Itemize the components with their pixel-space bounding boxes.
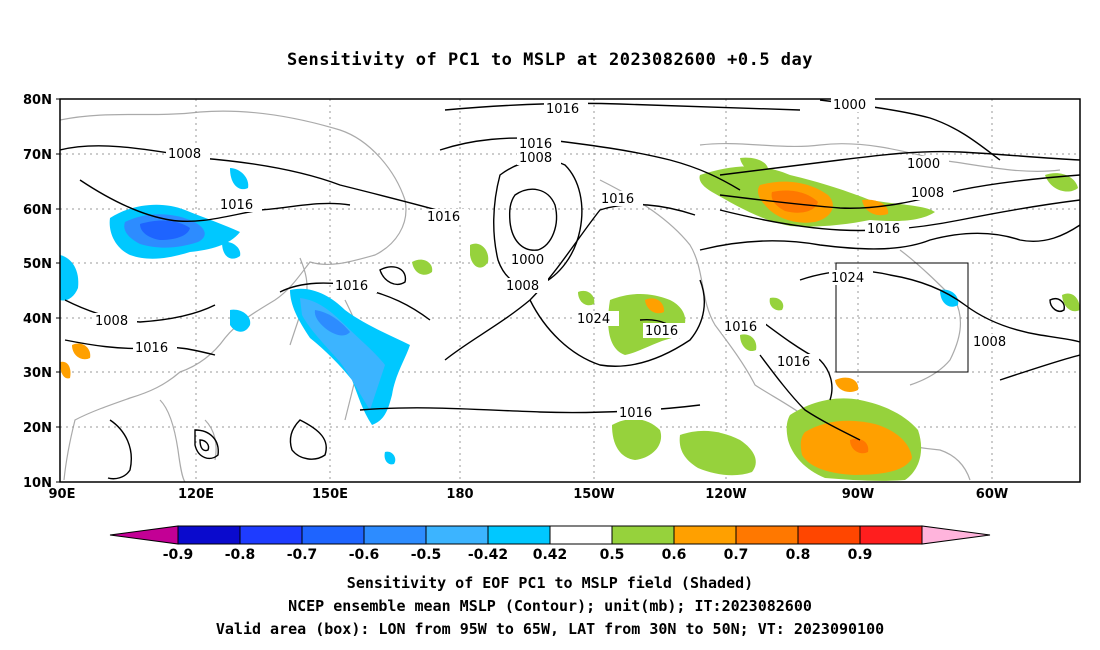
contour-label: 1008 [519,151,552,166]
lon-label: 60W [976,487,1008,502]
contour-label: 1016 [619,406,652,421]
colorbar-swatch [109,525,179,545]
contour-label: 1016 [777,355,810,370]
contour-label: 1024 [577,312,610,327]
contour-label: 1016 [519,137,552,152]
colorbar-swatch [487,525,551,545]
lat-label: 60N [23,203,52,218]
colorbar-swatch [611,525,675,545]
contour-label: 1016 [135,341,168,356]
valid-area-box [835,262,969,373]
contour-label: 1016 [335,279,368,294]
colorbar-label: 0.6 [662,547,687,563]
lon-label: 120W [705,487,746,502]
contour-label: 1016 [867,222,900,237]
lat-label: 70N [23,148,52,163]
lat-label: 10N [23,476,52,491]
sensitivity-shading [60,157,1080,481]
colorbar-swatch [735,525,799,545]
colorbar-swatch [425,525,489,545]
mslp-contours [60,99,1080,480]
colorbar-label: -0.7 [287,547,318,563]
plot-title: Sensitivity of PC1 to MSLP at 2023082600… [286,50,813,70]
colorbar-swatch [859,525,923,545]
colorbar-label: 0.5 [600,547,625,563]
colorbar-swatch [921,525,991,545]
contour-label: 1000 [511,253,544,268]
colorbar-label: 0.9 [848,547,873,563]
contour-label: 1008 [168,147,201,162]
contour-label: 1000 [907,157,940,172]
latitude-axis: 80N 70N 60N 50N 40N 30N 20N 10N [23,93,60,491]
contour-labels: 1016 1000 1008 1016 1016 1008 1016 1016 … [93,97,1015,421]
contour-label: 1008 [911,186,944,201]
colorbar-label: 0.8 [786,547,811,563]
colorbar-swatch [549,525,613,545]
colorbar-swatch [673,525,737,545]
lon-label: 150E [312,487,348,502]
lat-label: 30N [23,366,52,381]
colorbar-label: -0.9 [163,547,194,563]
colorbar-label: 0.42 [533,547,568,563]
lat-label: 40N [23,312,52,327]
colorbar-swatch [301,525,365,545]
contour-label: 1016 [546,102,579,117]
contour-label: 1016 [427,210,460,225]
lat-label: 20N [23,421,52,436]
caption-line-2: NCEP ensemble mean MSLP (Contour); unit(… [288,597,812,615]
lon-label: 120E [178,487,214,502]
colorbar-swatch [177,525,241,545]
contour-label: 1008 [973,335,1006,350]
lon-label: 90E [49,487,76,502]
caption-line-1: Sensitivity of EOF PC1 to MSLP field (Sh… [346,574,754,592]
colorbar-label: -0.42 [468,547,508,563]
longitude-axis: 90E 120E 150E 180 150W 120W 90W 60W [49,487,1009,502]
lat-label: 50N [23,257,52,272]
colorbar-swatch [239,525,303,545]
colorbar-swatch [363,525,427,545]
colorbar-swatch [797,525,861,545]
lon-label: 90W [842,487,874,502]
colorbar-label: 0.7 [724,547,749,563]
lon-label: 150W [573,487,614,502]
lon-label: 180 [446,487,473,502]
contour-label: 1016 [724,320,757,335]
contour-label: 1016 [645,324,678,339]
contour-label: 1024 [831,271,864,286]
caption-line-3: Valid area (box): LON from 95W to 65W, L… [215,620,885,638]
colorbar-label: -0.5 [411,547,442,563]
contour-label: 1016 [220,198,253,213]
map-frame [59,98,1081,483]
contour-label: 1008 [95,314,128,329]
colorbar: -0.9 -0.8 -0.7 -0.6 -0.5 -0.42 0.42 0.5 0.6 0.7 0.… [109,525,991,563]
colorbar-label: -0.6 [349,547,380,563]
contour-label: 1008 [506,279,539,294]
contour-label: 1016 [601,192,634,207]
contour-label: 1000 [833,98,866,113]
colorbar-label: -0.8 [225,547,256,563]
lat-label: 80N [23,93,52,108]
